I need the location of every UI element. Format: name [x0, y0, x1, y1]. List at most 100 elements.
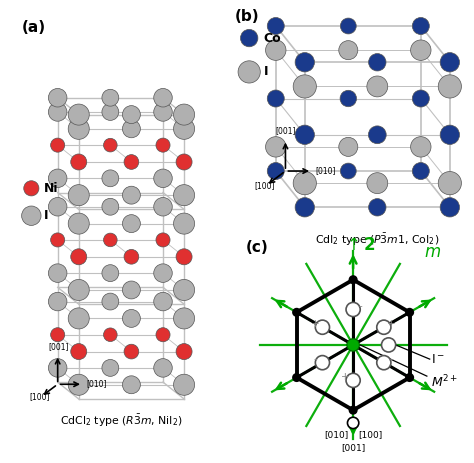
Circle shape — [71, 154, 87, 170]
Circle shape — [267, 18, 284, 35]
Text: Co: Co — [264, 31, 281, 44]
Circle shape — [173, 185, 195, 206]
Circle shape — [348, 275, 358, 284]
Circle shape — [68, 280, 89, 300]
Circle shape — [154, 264, 172, 282]
Circle shape — [122, 376, 140, 394]
Text: CdI$_2$ type ($P\bar{3}m1$, CoI$_2$): CdI$_2$ type ($P\bar{3}m1$, CoI$_2$) — [315, 232, 439, 248]
Text: CdCl$_2$ type ($R\bar{3}m$, NiI$_2$): CdCl$_2$ type ($R\bar{3}m$, NiI$_2$) — [60, 413, 182, 429]
Circle shape — [405, 373, 414, 382]
Circle shape — [405, 308, 414, 317]
Circle shape — [293, 75, 316, 98]
Circle shape — [48, 292, 67, 311]
Circle shape — [154, 169, 172, 188]
Circle shape — [369, 199, 386, 216]
Text: [100]: [100] — [29, 393, 50, 401]
Text: -: - — [359, 301, 363, 311]
Circle shape — [102, 104, 119, 120]
Circle shape — [122, 281, 140, 299]
Circle shape — [293, 171, 316, 195]
Text: I: I — [264, 65, 268, 78]
Text: +: + — [310, 319, 319, 329]
Circle shape — [71, 344, 87, 360]
Circle shape — [440, 53, 459, 72]
Text: [100]: [100] — [358, 430, 382, 439]
Circle shape — [347, 339, 359, 351]
Circle shape — [173, 104, 195, 125]
Circle shape — [267, 163, 284, 180]
Circle shape — [315, 320, 329, 334]
Text: [010]: [010] — [316, 166, 336, 175]
Circle shape — [367, 76, 388, 97]
Text: (a): (a) — [22, 20, 46, 35]
Text: I$^-$: I$^-$ — [431, 353, 445, 366]
Circle shape — [173, 213, 195, 234]
Circle shape — [410, 137, 431, 157]
Circle shape — [154, 88, 172, 107]
Circle shape — [71, 249, 87, 265]
Circle shape — [440, 125, 459, 144]
Text: -: - — [313, 354, 317, 364]
Circle shape — [412, 18, 429, 35]
Text: (c): (c) — [246, 240, 268, 255]
Circle shape — [295, 198, 314, 217]
Circle shape — [369, 54, 386, 71]
Circle shape — [367, 173, 388, 194]
Circle shape — [176, 249, 192, 265]
Circle shape — [412, 163, 429, 180]
Circle shape — [124, 155, 139, 169]
Circle shape — [438, 75, 461, 98]
Circle shape — [339, 41, 358, 60]
Text: +: + — [341, 372, 350, 382]
Circle shape — [124, 344, 139, 359]
Circle shape — [346, 302, 360, 317]
Text: [010]: [010] — [86, 379, 107, 388]
Circle shape — [122, 120, 140, 138]
Circle shape — [340, 18, 356, 34]
Circle shape — [102, 265, 119, 282]
Circle shape — [68, 308, 89, 329]
Circle shape — [48, 103, 67, 121]
Circle shape — [173, 280, 195, 300]
Circle shape — [102, 359, 119, 376]
Circle shape — [154, 359, 172, 377]
Circle shape — [173, 308, 195, 329]
Circle shape — [48, 264, 67, 282]
Circle shape — [156, 233, 170, 247]
Circle shape — [339, 138, 358, 156]
Circle shape — [292, 308, 301, 317]
Text: $m$: $m$ — [424, 243, 441, 261]
Circle shape — [295, 125, 314, 144]
Circle shape — [173, 374, 195, 395]
Circle shape — [154, 292, 172, 311]
Circle shape — [122, 106, 140, 124]
Circle shape — [51, 138, 65, 152]
Circle shape — [438, 171, 461, 195]
Circle shape — [68, 118, 89, 139]
Circle shape — [102, 198, 119, 215]
Text: $\uparrow$2: $\uparrow$2 — [343, 236, 375, 254]
Circle shape — [48, 198, 67, 216]
Circle shape — [103, 233, 117, 247]
Circle shape — [292, 373, 301, 382]
Circle shape — [24, 181, 39, 196]
Circle shape — [48, 359, 67, 377]
Text: [001]: [001] — [341, 443, 365, 452]
Circle shape — [156, 328, 170, 342]
Circle shape — [348, 406, 358, 415]
Circle shape — [368, 126, 386, 144]
Circle shape — [68, 213, 89, 234]
Circle shape — [122, 186, 140, 204]
Circle shape — [102, 89, 119, 106]
Text: [010]: [010] — [324, 430, 348, 439]
Circle shape — [295, 53, 314, 72]
Circle shape — [51, 233, 65, 247]
Circle shape — [156, 138, 170, 152]
Circle shape — [267, 90, 284, 107]
Circle shape — [68, 104, 89, 125]
Circle shape — [102, 293, 119, 310]
Text: $M^{2+}$: $M^{2+}$ — [431, 374, 458, 390]
Circle shape — [51, 328, 65, 342]
Text: [100]: [100] — [255, 181, 275, 190]
Text: (b): (b) — [235, 9, 259, 24]
